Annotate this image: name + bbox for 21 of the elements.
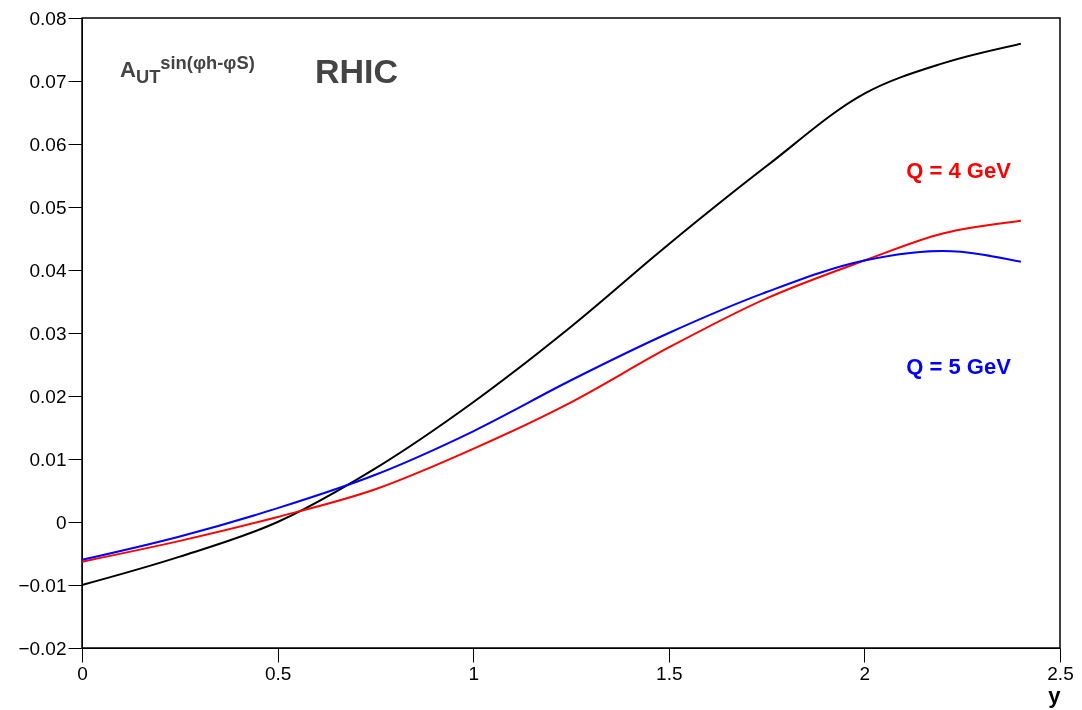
x-tick-label: 2.5 <box>1047 662 1074 684</box>
y-tick-label: 0.04 <box>29 259 67 281</box>
x-tick-label: 0.5 <box>264 662 292 684</box>
x-tick-label: 1.5 <box>656 662 683 684</box>
y-tick-label: 0.01 <box>29 448 67 470</box>
y-tick-label: −0.02 <box>18 637 67 659</box>
series-label: Q = 4 GeV <box>906 157 1012 183</box>
y-tick-label: 0.05 <box>29 196 67 218</box>
y-tick-label: 0.08 <box>29 7 67 29</box>
x-tick-label: 1 <box>468 662 479 684</box>
x-axis-title: y <box>1048 682 1062 708</box>
y-tick-label: −0.01 <box>18 574 67 596</box>
y-tick-label: 0.02 <box>29 385 67 407</box>
x-tick-label: 2 <box>859 662 871 684</box>
x-tick-label: 0 <box>77 662 88 684</box>
y-tick-label: 0 <box>55 511 67 533</box>
annotation: RHIC <box>315 52 399 91</box>
y-tick-label: 0.06 <box>29 133 67 155</box>
y-tick-label: 0.03 <box>29 322 67 344</box>
y-tick-label: 0.07 <box>29 70 67 92</box>
text: Q = 5 GeV <box>906 353 1012 379</box>
